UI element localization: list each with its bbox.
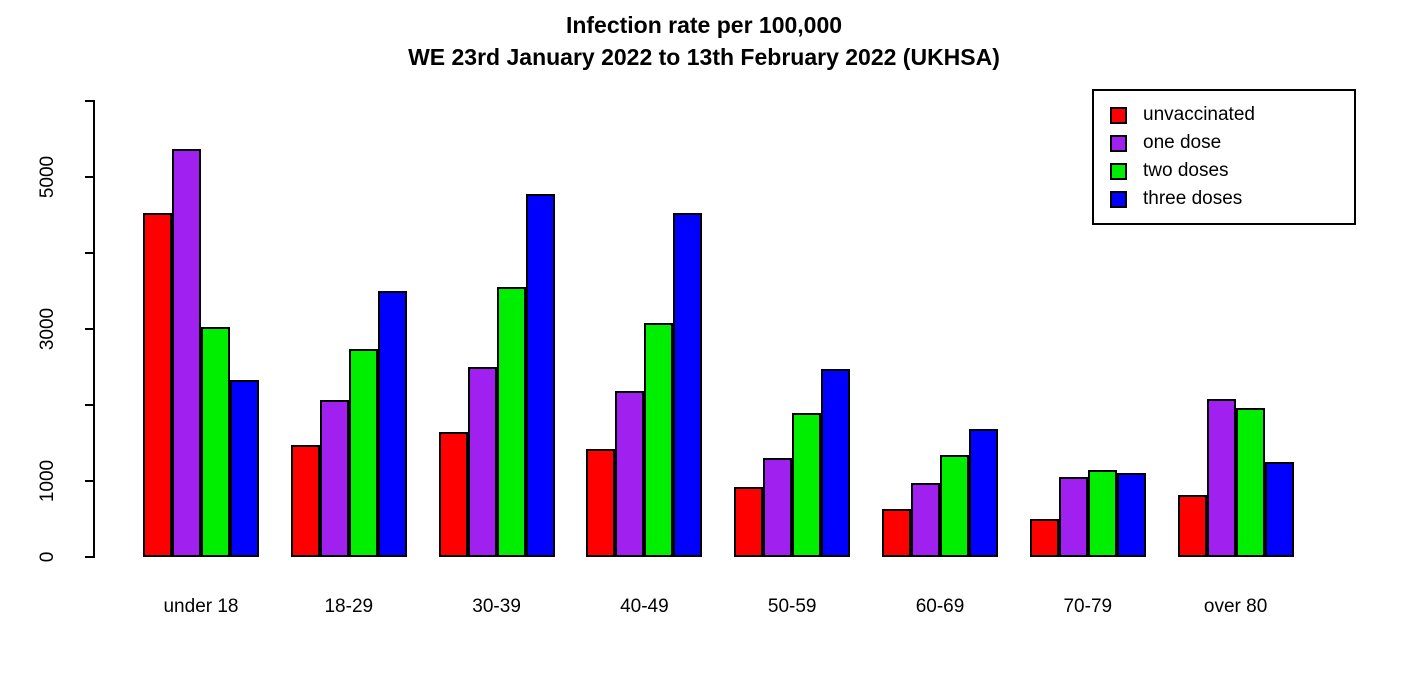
y-axis-tick — [85, 100, 95, 102]
chart-subtitle: WE 23rd January 2022 to 13th February 20… — [408, 44, 1000, 70]
y-axis-tick — [85, 480, 95, 482]
bar-one-dose-40-49 — [615, 391, 645, 557]
y-axis-tick — [85, 404, 95, 406]
legend-swatch-icon — [1110, 134, 1127, 152]
bar-one-dose-over-80 — [1206, 398, 1236, 557]
y-axis-tick-label: 1000 — [37, 459, 58, 503]
bar-unvaccinated-over-80 — [1177, 495, 1207, 557]
legend-label: three doses — [1143, 188, 1243, 209]
bar-unvaccinated-50-59 — [734, 487, 764, 557]
bar-one-dose-under-18 — [172, 148, 201, 557]
bar-unvaccinated-40-49 — [586, 449, 616, 557]
bar-two-doses-over-80 — [1235, 408, 1265, 557]
bar-three-doses-under-18 — [230, 379, 259, 557]
bar-one-dose-60-69 — [911, 482, 940, 557]
chart-title: Infection rate per 100,000 — [565, 12, 843, 38]
legend-item-unvaccinated: unvaccinated — [1110, 101, 1340, 129]
legend-swatch-icon — [1110, 162, 1127, 180]
x-axis-label-70-79: 70-79 — [1063, 596, 1113, 617]
y-axis-tick — [85, 176, 95, 178]
bar-two-doses-18-29 — [348, 348, 378, 557]
legend-swatch-icon — [1110, 190, 1127, 208]
y-axis-tick-label: 5000 — [37, 155, 58, 199]
x-axis-label-40-49: 40-49 — [620, 596, 669, 617]
bar-unvaccinated-18-29 — [290, 445, 320, 557]
bar-two-doses-30-39 — [496, 287, 526, 557]
legend-label: unvaccinated — [1143, 104, 1255, 125]
bar-three-doses-18-29 — [377, 291, 407, 557]
bar-unvaccinated-60-69 — [882, 509, 911, 557]
x-axis-label-under-18: under 18 — [163, 596, 239, 617]
x-axis-label-over-80: over 80 — [1203, 596, 1268, 617]
bar-three-doses-30-39 — [525, 194, 555, 557]
bar-two-doses-under-18 — [201, 327, 230, 557]
x-axis-label-18-29: 18-29 — [324, 596, 374, 617]
x-axis-label-50-59: 50-59 — [767, 596, 817, 617]
bar-two-doses-50-59 — [792, 412, 822, 557]
bar-two-doses-70-79 — [1087, 470, 1117, 557]
x-axis-label-60-69: 60-69 — [915, 596, 965, 617]
legend-item-one-dose: one dose — [1110, 129, 1340, 157]
y-axis-tick — [85, 252, 95, 254]
bar-three-doses-over-80 — [1264, 462, 1294, 557]
bar-three-doses-40-49 — [673, 213, 703, 557]
bar-three-doses-60-69 — [969, 429, 998, 557]
bar-three-doses-50-59 — [821, 368, 851, 557]
y-axis-tick-label: 3000 — [37, 307, 58, 351]
bar-one-dose-18-29 — [319, 400, 349, 557]
x-axis-label-30-39: 30-39 — [472, 596, 521, 617]
legend-label: one dose — [1143, 132, 1222, 153]
bar-two-doses-40-49 — [644, 322, 674, 557]
bar-three-doses-70-79 — [1116, 472, 1146, 557]
legend-item-three-doses: three doses — [1110, 185, 1340, 213]
bar-unvaccinated-30-39 — [438, 431, 468, 557]
bar-unvaccinated-70-79 — [1029, 519, 1059, 557]
bar-one-dose-30-39 — [467, 367, 497, 557]
bar-one-dose-70-79 — [1058, 477, 1088, 557]
bar-unvaccinated-under-18 — [143, 213, 172, 557]
legend: unvaccinated one dose two doses three doses — [1092, 89, 1356, 225]
bar-one-dose-50-59 — [763, 458, 793, 557]
legend-item-two-doses: two doses — [1110, 157, 1340, 185]
y-axis-tick — [85, 328, 95, 330]
y-axis-tick — [85, 556, 95, 558]
y-axis-tick-label: 0 — [37, 551, 58, 563]
legend-swatch-icon — [1110, 106, 1127, 124]
bar-two-doses-60-69 — [940, 455, 969, 557]
legend-label: two doses — [1143, 160, 1229, 181]
